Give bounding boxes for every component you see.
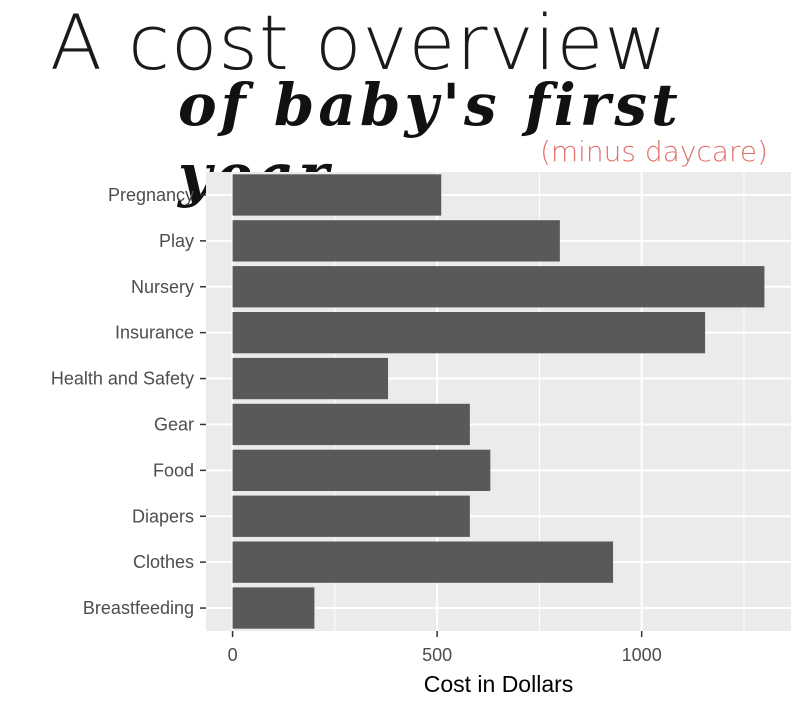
y-axis: Pregnancy Play Nursery Insurance Health and … <box>51 185 206 618</box>
bar-health-and-safety <box>232 357 389 400</box>
bar-gear <box>232 403 470 446</box>
bar-play <box>232 220 560 262</box>
chart-note: (minus daycare) <box>539 135 768 168</box>
y-tick-label: Play <box>159 231 194 251</box>
y-tick-label: Gear <box>154 414 194 434</box>
y-tick-label: Insurance <box>115 323 194 343</box>
x-axis-title: Cost in Dollars <box>424 671 574 697</box>
chart-title: A cost overview <box>50 0 668 87</box>
y-tick-label: Food <box>153 460 194 480</box>
bar-breastfeeding <box>232 587 315 629</box>
y-tick-label: Breastfeeding <box>83 598 194 618</box>
x-tick-label: 0 <box>228 645 238 665</box>
y-tick-label: Diapers <box>132 506 194 526</box>
x-tick-label: 500 <box>422 645 452 665</box>
x-tick-label: 1000 <box>622 645 662 665</box>
y-tick-label: Clothes <box>133 552 194 572</box>
y-tick-label: Nursery <box>131 277 194 297</box>
bar-food <box>232 449 491 492</box>
bar-insurance <box>232 311 706 354</box>
bar-diapers <box>232 495 470 537</box>
bar-nursery <box>232 266 765 308</box>
bars <box>232 174 765 629</box>
x-axis: 0 500 1000 <box>228 631 662 665</box>
y-tick-label: Health and Safety <box>51 369 194 389</box>
bar-clothes <box>232 541 614 583</box>
bar-pregnancy <box>232 174 442 216</box>
y-tick-label: Pregnancy <box>108 185 194 205</box>
